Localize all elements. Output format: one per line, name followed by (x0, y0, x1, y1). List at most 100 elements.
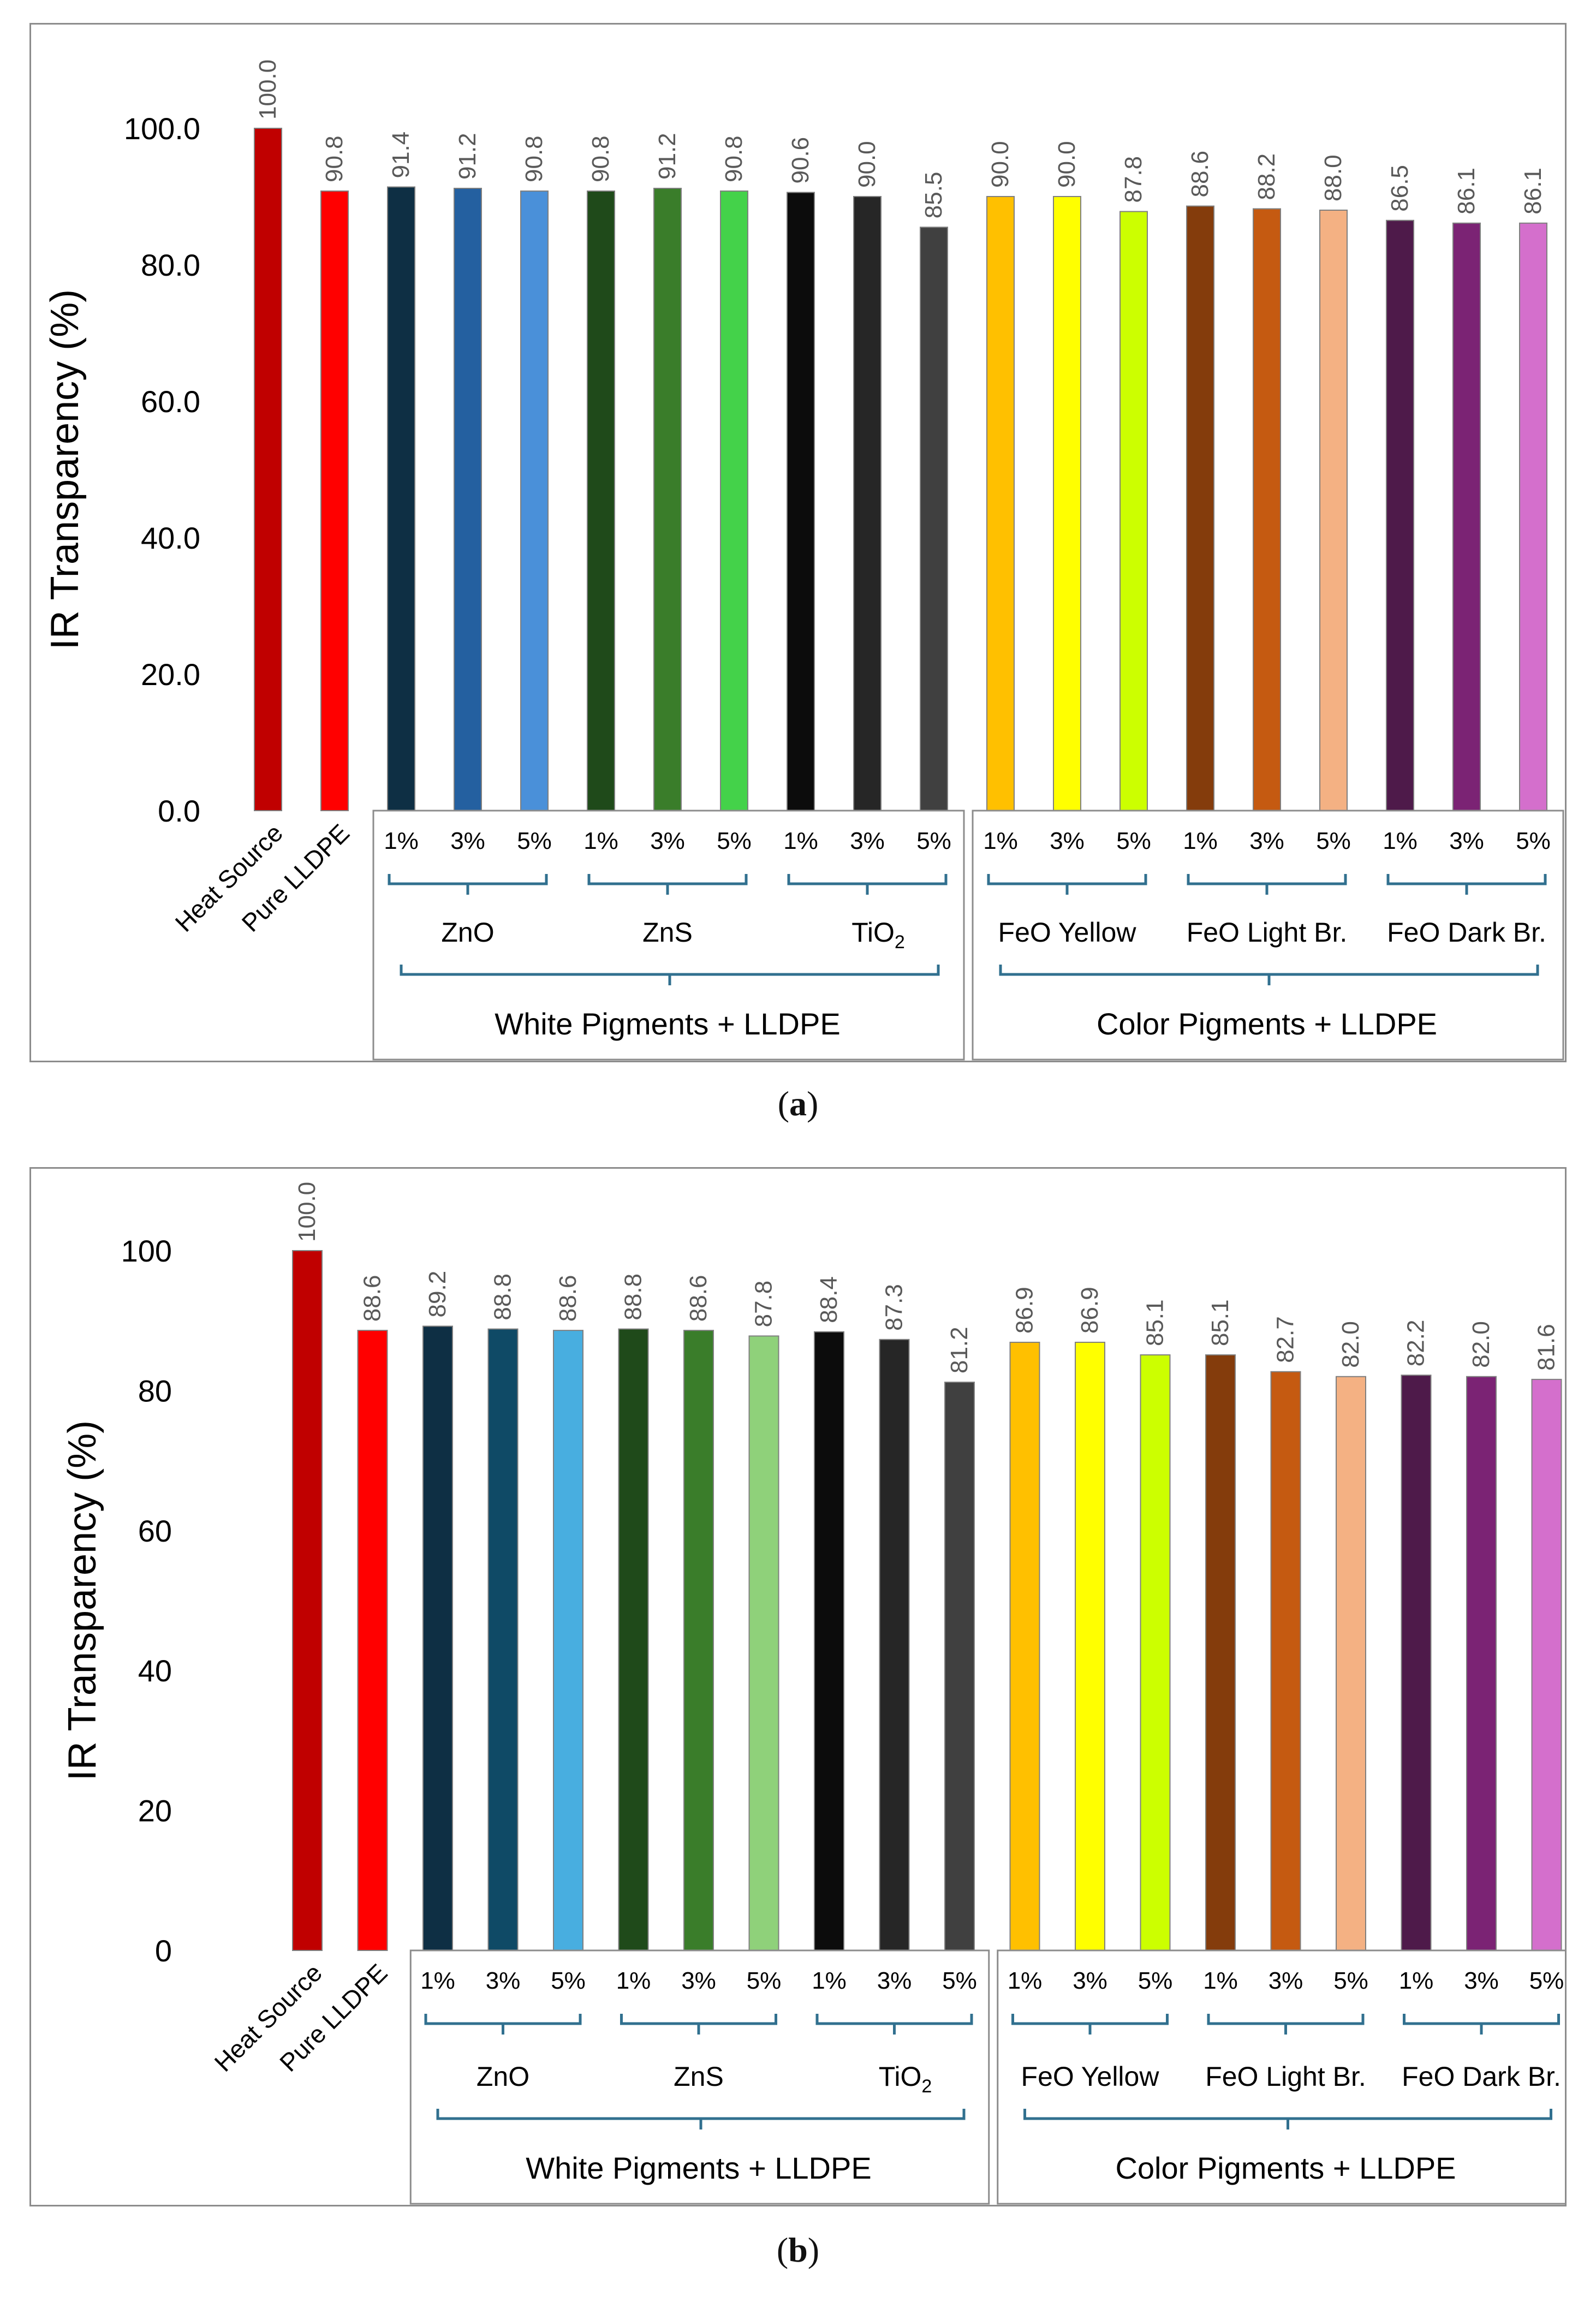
charta-subgroup-bracket (388, 874, 548, 895)
chartb-bar (1466, 1376, 1497, 1951)
chartb-bar (879, 1339, 910, 1952)
charta-group-box (972, 810, 1564, 1061)
charta-subgroup-subscript: 2 (895, 932, 905, 953)
charta-group-box (372, 810, 965, 1061)
charta-bar (254, 128, 282, 811)
charta-bar (520, 191, 549, 811)
chartb-subgroup-bracket (424, 2014, 582, 2035)
charta-subgroup-bracket (587, 874, 748, 895)
caption-b: (b) (776, 2230, 820, 2269)
chartb-group-bracket (1023, 2109, 1552, 2129)
charta-bar (1319, 210, 1348, 811)
chartb-value-label: 100.0 (294, 1182, 320, 1242)
chartb-bar (618, 1328, 649, 1952)
chartb-bar (814, 1331, 844, 1951)
charta-percent-label: 3% (1249, 828, 1284, 854)
charta-value-label: 88.2 (1253, 153, 1280, 200)
chartb-value-label: 82.0 (1337, 1321, 1364, 1368)
chartb-percent-label: 1% (420, 1967, 455, 1994)
charta-percent-label: 1% (583, 828, 618, 854)
chartb-bar (357, 1330, 388, 1952)
chartb-bar (1401, 1375, 1432, 1951)
chartb-percent-label: 5% (1333, 1967, 1368, 1994)
caption-b-letter: b (788, 2230, 808, 2269)
charta-y-tick-label: 20.0 (141, 657, 200, 692)
charta-value-label: 90.8 (587, 135, 614, 182)
chart-panel-b: IR Transparency (%) 0 20 40 60 80 100 100.0 88.6… (29, 1167, 1567, 2206)
charta-bar (653, 188, 682, 811)
charta-value-label: 86.1 (1520, 168, 1546, 215)
chartb-subgroup-bracket (815, 2014, 973, 2035)
chartb-bar (1075, 1341, 1105, 1951)
chartb-percent-label: 1% (616, 1967, 651, 1994)
charta-value-label: 90.6 (787, 137, 814, 184)
chartb-value-label: 87.8 (751, 1281, 777, 1328)
chartb-percent-label: 1% (1203, 1967, 1238, 1994)
charta-subgroup-label: FeO Yellow (998, 917, 1137, 948)
chartb-value-label: 88.6 (685, 1275, 712, 1322)
charta-value-label: 87.8 (1120, 156, 1147, 203)
chartb-percent-label: 5% (747, 1967, 782, 1994)
charta-bar (920, 227, 948, 811)
charta-value-label: 90.0 (854, 141, 880, 188)
chartb-percent-label: 5% (551, 1967, 586, 1994)
charta-percent-label: 5% (916, 828, 951, 854)
chartb-value-label: 86.9 (1076, 1287, 1103, 1334)
bar-chart-b: IR Transparency (%) 0 20 40 60 80 100 100.0 88.6… (61, 1182, 1565, 2205)
chartb-value-label: 87.3 (881, 1284, 908, 1331)
charta-value-label: 91.4 (388, 132, 414, 179)
chartb-percent-label: 3% (486, 1967, 521, 1994)
chartb-bar (1336, 1376, 1366, 1951)
chartb-value-label: 85.1 (1142, 1299, 1169, 1346)
chartb-value-label: 88.6 (555, 1275, 581, 1322)
chartb-percent-label: 5% (1138, 1967, 1173, 1994)
chartb-subgroup-bracket (1207, 2014, 1365, 2035)
charta-value-label: 90.8 (521, 135, 547, 182)
chartb-percent-label: 3% (1073, 1967, 1107, 1994)
charta-bar (387, 186, 415, 811)
charta-bar (1053, 196, 1081, 811)
chartb-percent-label: 5% (942, 1967, 977, 1994)
charta-value-label: 100.0 (254, 60, 281, 120)
chartb-value-label: 88.8 (620, 1274, 647, 1320)
charta-value-label: 88.6 (1187, 151, 1213, 198)
chartb-value-label: 81.6 (1533, 1324, 1560, 1371)
charta-subgroup-label: ZnS (642, 917, 693, 948)
chartb-bar (683, 1330, 714, 1952)
chartb-subgroup-bracket (1403, 2014, 1560, 2035)
charta-percent-label: 1% (1183, 828, 1218, 854)
charta-value-label: 91.2 (454, 133, 481, 180)
chartb-y-tick-label: 60 (138, 1514, 172, 1548)
charta-y-tick-label: 40.0 (141, 521, 200, 555)
charta-group-bracket (999, 965, 1539, 985)
chartb-y-tick-label: 40 (138, 1653, 172, 1688)
charta-value-label: 90.0 (987, 141, 1014, 188)
chartb-bar (422, 1325, 453, 1951)
chartb-subgroup-label: FeO Dark Br. (1402, 2061, 1561, 2092)
charta-percent-label: 3% (450, 828, 485, 854)
chartb-percent-label: 1% (1008, 1967, 1043, 1994)
chartb-bar (487, 1328, 519, 1952)
charta-bar (986, 196, 1015, 811)
charta-percent-label: 5% (1316, 828, 1351, 854)
chartb-subgroup-label: ZnS (674, 2061, 724, 2092)
charta-percent-label: 1% (783, 828, 818, 854)
chartb-group-bracket (436, 2109, 966, 2129)
chartb-percent-label: 5% (1529, 1967, 1564, 1994)
charta-value-label: 91.2 (654, 133, 681, 180)
charta-group-label: White Pigments + LLDPE (495, 1007, 840, 1041)
chartb-y-tick-label: 80 (138, 1373, 172, 1408)
chartb-subgroup-label: TiO2 (879, 2061, 932, 2097)
chartb-value-label: 82.2 (1403, 1320, 1430, 1367)
chartb-bar (553, 1330, 583, 1952)
charta-value-label: 88.0 (1320, 154, 1347, 201)
charta-percent-label: 3% (850, 828, 885, 854)
chartb-y-tick-label: 100 (121, 1234, 172, 1268)
chartb-bar (1140, 1354, 1171, 1952)
charta-percent-label: 3% (1050, 828, 1085, 854)
chartb-value-label: 89.2 (424, 1271, 451, 1318)
charta-percent-label: 1% (384, 828, 419, 854)
chartb-bar (1205, 1354, 1236, 1952)
charta-bar (320, 191, 349, 811)
chartb-percent-label: 3% (1464, 1967, 1499, 1994)
